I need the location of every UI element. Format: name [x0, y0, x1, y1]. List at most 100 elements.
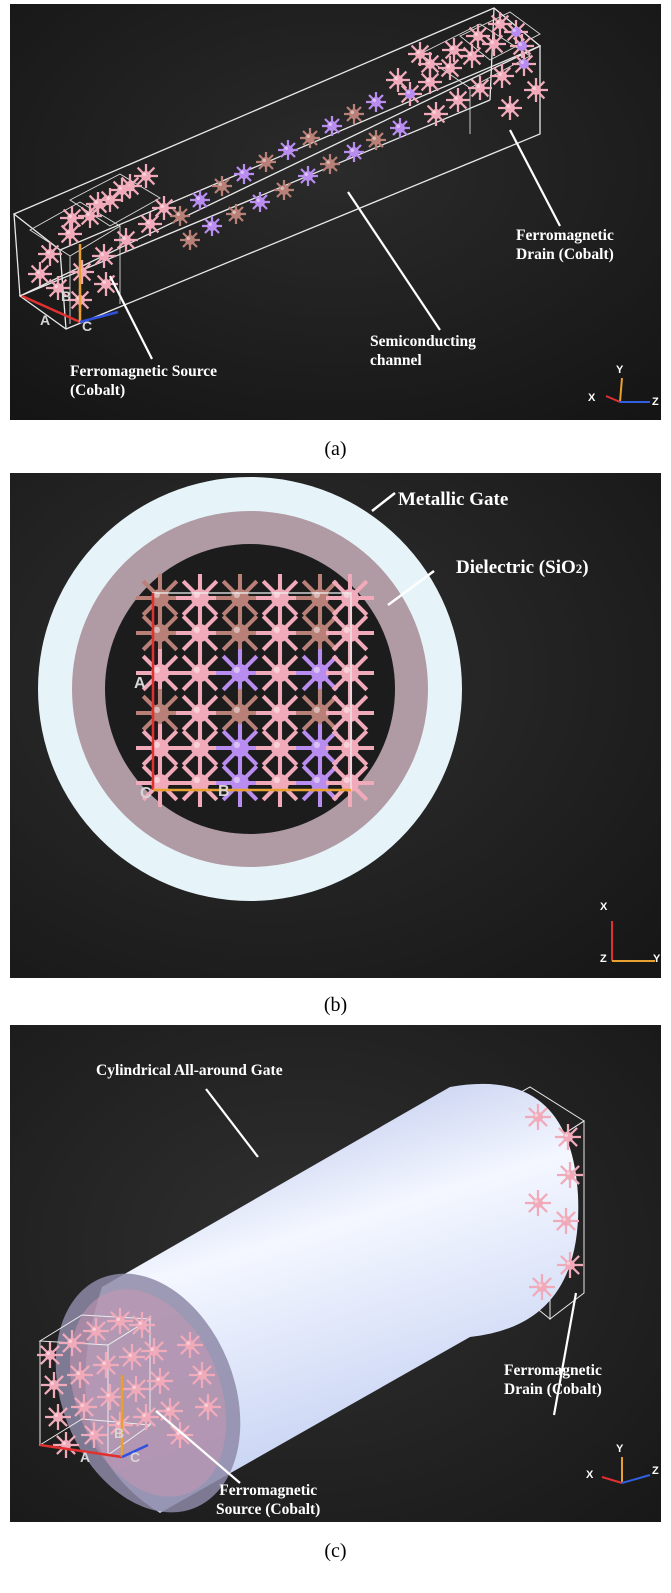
cobalt-atom: [555, 1124, 581, 1150]
cobalt-atom: [296, 689, 344, 737]
cobalt-atom: [557, 1162, 583, 1188]
triad-x-label: X: [600, 901, 608, 913]
cobalt-atom: [81, 1422, 107, 1448]
drain-label: Ferromagnetic Drain (Cobalt): [516, 226, 614, 264]
cobalt-atom: [418, 70, 442, 94]
cell-axes-a: [21, 244, 119, 324]
callout-lines-c: [155, 1088, 578, 1484]
channel-atom: [212, 176, 232, 196]
source-label-c: Ferromagnetic Source (Cobalt): [216, 1481, 320, 1519]
panel-b-scene: [10, 473, 661, 978]
cobalt-atom: [141, 1338, 167, 1364]
triad-z-label: Z: [652, 1465, 659, 1477]
cobalt-atom: [525, 1190, 551, 1216]
cobalt-atom: [157, 1398, 183, 1424]
drain-label-c: Ferromagnetic Drain (Cobalt): [504, 1361, 602, 1399]
dielectric-label-subscript: 2: [575, 561, 583, 576]
cobalt-atom: [510, 34, 534, 58]
triad-z-label: Z: [600, 953, 607, 965]
triad-y-label: Y: [653, 953, 661, 965]
cobalt-atom: [512, 52, 536, 76]
cobalt-atom: [529, 1274, 555, 1300]
triad-x-label: X: [586, 1469, 594, 1481]
source-label: Ferromagnetic Source (Cobalt): [70, 362, 217, 400]
channel-atom: [298, 166, 318, 186]
channel-label: Semiconducting channel: [370, 332, 476, 370]
cell-axis-a-label: A: [40, 312, 51, 328]
channel-atom: [226, 204, 246, 224]
cobalt-atom: [97, 1384, 123, 1410]
cobalt-atom: [177, 1332, 203, 1358]
triad-y-label: Y: [616, 1443, 624, 1455]
dielectric-label: Dielectric (SiO2): [456, 557, 589, 580]
cobalt-atom: [326, 759, 374, 807]
channel-atom: [344, 104, 364, 124]
cell-axis-a-label: A: [80, 1449, 91, 1465]
channel-atom: [274, 180, 294, 200]
cobalt-atom: [408, 42, 432, 66]
cobalt-atom: [446, 88, 470, 112]
cobalt-atom: [386, 68, 410, 92]
cobalt-atom: [557, 1252, 583, 1278]
channel-atom: [234, 164, 254, 184]
channel-cavity: [105, 544, 395, 834]
cobalt-atom: [398, 82, 422, 106]
panel-a-scene: [10, 4, 661, 420]
cobalt-atom: [256, 759, 304, 807]
cobalt-atom: [176, 724, 224, 772]
cobalt-atom: [134, 164, 158, 188]
cobalt-atom: [488, 12, 512, 36]
channel-atom: [390, 118, 410, 138]
cell-axis-b-label: B: [61, 288, 72, 304]
dielectric-callout-line: [387, 569, 435, 607]
panel-c-scene: [10, 1025, 661, 1522]
channel-atom: [296, 759, 344, 807]
cobalt-atom: [38, 242, 62, 266]
caption-a: (a): [324, 438, 347, 460]
cobalt-atom: [59, 1330, 85, 1356]
cell-axis-b-label: B: [218, 783, 230, 800]
cobalt-atom: [28, 262, 52, 286]
source-label-c-line2: Source (Cobalt): [216, 1501, 321, 1518]
drain-label-line1: Ferromagnetic: [516, 227, 614, 244]
channel-atom: [344, 142, 364, 162]
cell-axis-a-label: A: [134, 675, 146, 692]
cobalt-atom: [524, 78, 548, 102]
channel-atom: [366, 92, 386, 112]
channel-label-line1: Semiconducting: [370, 333, 476, 350]
cobalt-atom: [67, 1362, 93, 1388]
cobalt-atom: [83, 1318, 109, 1344]
cobalt-atom: [167, 1422, 193, 1448]
panel-a: Ferromagnetic Drain (Cobalt) Semiconduct…: [10, 4, 661, 420]
cobalt-atom: [53, 1432, 79, 1458]
drain-label-c-line1: Ferromagnetic: [504, 1362, 602, 1379]
cobalt-atom: [468, 76, 492, 100]
metallic-gate-label: Metallic Gate: [398, 489, 509, 510]
cobalt-atom: [41, 1372, 67, 1398]
channel-atom: [322, 116, 342, 136]
drain-label-c-line2: Drain (Cobalt): [504, 1381, 602, 1398]
cobalt-atom: [133, 1404, 159, 1430]
panel-c: Cylindrical All-around Gate Ferromagneti…: [10, 1025, 661, 1522]
axis-triad-c: [601, 1457, 651, 1484]
triad-z-label: Z: [652, 396, 659, 408]
atoms-a: [28, 12, 548, 312]
cobalt-atom: [189, 1362, 215, 1388]
source-label-c-line1: Ferromagnetic: [219, 1482, 318, 1499]
channel-atom: [300, 128, 320, 148]
source-label-line2: (Cobalt): [70, 382, 126, 399]
triad-y-label: Y: [616, 364, 624, 376]
channel-atom: [216, 759, 264, 807]
cobalt-atom: [498, 96, 522, 120]
callout-lines-a: [109, 129, 561, 360]
cobalt-atom: [86, 192, 110, 216]
cobalt-atom: [490, 64, 514, 88]
dielectric-label-close: ): [582, 557, 589, 578]
channel-atom: [180, 230, 200, 250]
cobalt-atom: [147, 1368, 173, 1394]
axis-triad-a: [605, 377, 650, 403]
cobalt-atom: [123, 1376, 149, 1402]
axis-triad-b: [611, 921, 655, 962]
cell-axes-c: [39, 1375, 149, 1459]
cobalt-atom: [107, 1412, 133, 1438]
